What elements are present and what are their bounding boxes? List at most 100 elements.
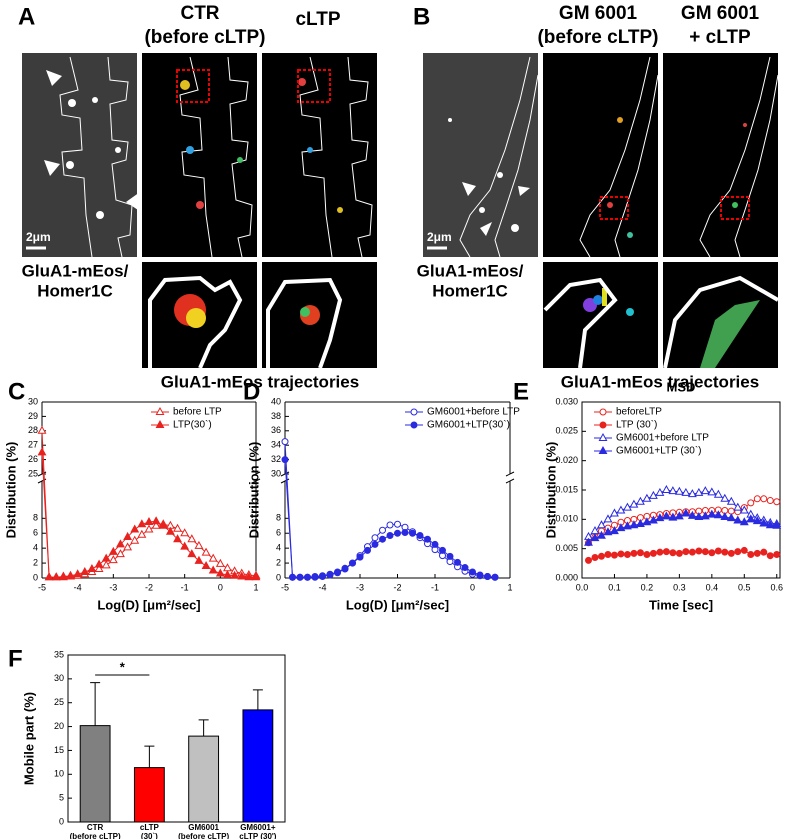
marker: [726, 496, 736, 505]
x-tick-label: 0.4: [706, 582, 719, 592]
marker: [386, 521, 394, 529]
marker: [610, 551, 618, 559]
marker: [635, 496, 645, 505]
marker: [116, 539, 125, 548]
micrograph: [663, 53, 778, 257]
marker: [123, 531, 133, 540]
marker: [629, 520, 639, 529]
marker: [476, 571, 484, 579]
marker: [682, 548, 690, 556]
marker: [695, 547, 703, 555]
marker: [700, 486, 710, 495]
marker: [635, 518, 645, 528]
marker: [326, 570, 334, 578]
panel-letter: C: [8, 378, 25, 405]
x-tick-label: 1: [507, 582, 512, 592]
marker: [80, 566, 90, 576]
marker: [642, 493, 652, 502]
marker: [151, 520, 161, 529]
y-tick-label: 35: [54, 649, 64, 659]
marker: [304, 573, 311, 581]
legend-label: LTP (30`): [616, 419, 657, 431]
x-tick-label: -5: [38, 582, 46, 592]
marker: [461, 564, 469, 572]
marker: [194, 540, 204, 549]
marker: [94, 559, 104, 568]
arrow: [462, 182, 530, 236]
marker: [760, 548, 768, 556]
bar: [79, 725, 111, 823]
trajectory-spot: [174, 78, 343, 328]
legend-marker: [599, 408, 607, 416]
marker: [87, 564, 97, 573]
zoom-outline: [543, 275, 780, 369]
roi-box: [297, 69, 331, 103]
marker: [454, 558, 461, 566]
marker: [655, 513, 665, 522]
marker: [296, 573, 304, 581]
x-tick-label: GM6001: [188, 823, 219, 832]
marker: [223, 569, 232, 579]
marker: [394, 520, 401, 528]
marker: [173, 523, 182, 532]
series-line: [41, 452, 256, 578]
x-tick-label: -1: [181, 582, 189, 592]
marker: [223, 563, 232, 572]
marker: [765, 520, 775, 529]
legend-label: GM6001+before LTP: [427, 407, 520, 418]
x-axis-label: Time [sec]: [649, 597, 713, 612]
marker: [73, 569, 83, 578]
marker: [674, 486, 684, 495]
marker: [616, 523, 626, 532]
marker: [37, 447, 47, 456]
marker: [734, 548, 742, 556]
marker: [681, 487, 691, 496]
column-header: + cLTP: [689, 27, 751, 48]
y-tick-label: 0: [59, 816, 64, 826]
marker: [401, 528, 409, 536]
marker: [116, 549, 125, 558]
marker: [643, 551, 651, 559]
column-header: (before cLTP): [144, 27, 265, 48]
x-tick-label: -4: [318, 582, 326, 592]
x-axis-label: Log(D) [μm²/sec]: [346, 597, 449, 612]
error-bar: [198, 719, 209, 737]
x-tick-label: 0.6: [770, 582, 783, 592]
marker: [208, 565, 218, 574]
marker: [622, 521, 632, 530]
y-tick-label: 8: [276, 513, 281, 523]
y-tick-label: 0: [276, 572, 281, 582]
marker: [281, 456, 289, 464]
marker: [661, 511, 671, 520]
marker: [773, 551, 781, 559]
marker: [714, 547, 722, 555]
x-tick-label: 0.1: [608, 582, 621, 592]
error-bar: [144, 745, 155, 768]
column-header: cLTP: [295, 9, 340, 30]
y-tick-label: 0: [33, 572, 38, 582]
y-tick-label: 0.015: [555, 484, 578, 494]
marker: [740, 546, 748, 554]
marker: [648, 515, 658, 524]
x-tick-label: GM6001+: [240, 823, 276, 832]
roi-box: [176, 69, 210, 103]
y-tick-label: 27: [28, 440, 38, 450]
micrograph: [543, 53, 658, 257]
marker: [713, 489, 723, 498]
marker: [201, 547, 211, 556]
marker: [746, 514, 756, 523]
y-tick-label: 25: [54, 697, 64, 707]
marker: [215, 558, 225, 567]
scale-bar-label: 2μm: [26, 230, 51, 244]
x-tick-label: cLTP: [140, 823, 160, 832]
marker: [165, 526, 175, 535]
marker: [173, 534, 182, 543]
legend-label: GM6001+LTP (30`): [616, 445, 702, 457]
marker: [700, 511, 710, 520]
marker: [604, 551, 612, 559]
y-tick-label: 28: [28, 425, 38, 435]
y-tick-label: 30: [54, 673, 64, 683]
marker: [668, 512, 678, 521]
x-tick-label: 1: [253, 582, 258, 592]
marker: [661, 484, 671, 493]
